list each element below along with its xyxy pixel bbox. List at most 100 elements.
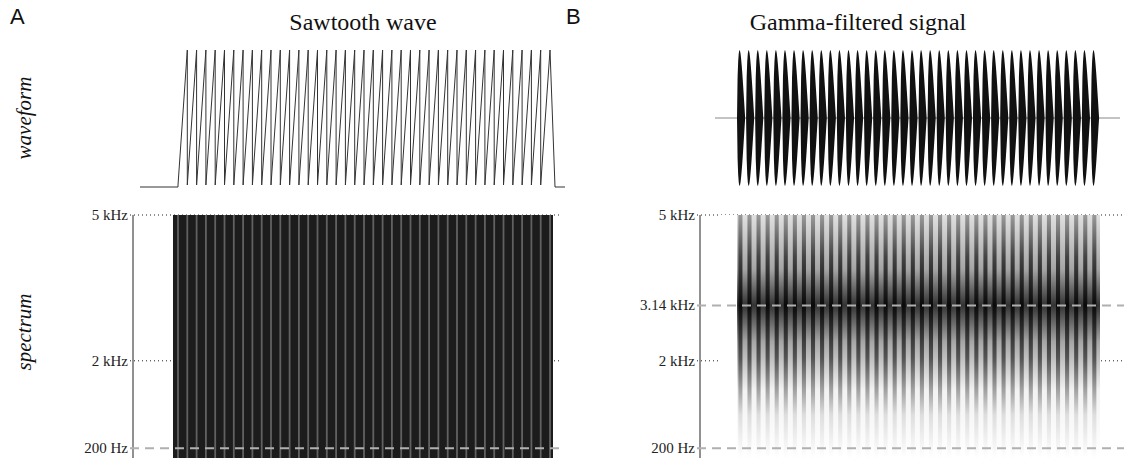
- burst: [964, 50, 972, 185]
- burst: [1055, 50, 1063, 185]
- burst: [1082, 50, 1090, 185]
- burst-stripe: [838, 215, 842, 458]
- harmonic-stripe: [447, 215, 449, 458]
- harmonic-stripe: [549, 215, 551, 458]
- spectrogram: [173, 215, 553, 458]
- marker-line: [130, 447, 560, 449]
- burst-stripe: [1047, 215, 1051, 458]
- harmonic-stripe: [233, 215, 235, 458]
- row-label: waveform: [12, 77, 36, 160]
- harmonic-stripe: [177, 215, 179, 458]
- harmonic-stripe: [317, 215, 319, 458]
- burst-stripe: [956, 215, 960, 458]
- burst: [1018, 50, 1026, 185]
- burst: [955, 50, 963, 185]
- burst: [819, 50, 827, 185]
- burst-stripe: [793, 215, 797, 458]
- harmonic-stripe: [270, 215, 272, 458]
- harmonic-stripe: [456, 215, 458, 458]
- burst: [919, 50, 927, 185]
- tick-label: 5 kHz: [659, 207, 696, 223]
- harmonic-stripe: [400, 215, 402, 458]
- burst: [973, 50, 981, 185]
- sawtooth-wave: [140, 50, 565, 187]
- tick-label: 200 Hz: [651, 440, 695, 456]
- waveform: [715, 50, 1120, 185]
- burst: [1091, 50, 1099, 185]
- harmonic-stripe: [224, 215, 226, 458]
- burst-stripe: [874, 215, 878, 458]
- burst-stripe: [965, 215, 969, 458]
- axis-line: [133, 215, 134, 458]
- tick-label: 3.14 kHz: [640, 297, 695, 313]
- tick-label: 2 kHz: [92, 353, 129, 369]
- burst: [909, 50, 917, 185]
- axis-title: spectrum: [12, 294, 36, 371]
- burst: [846, 50, 854, 185]
- burst: [1000, 50, 1008, 185]
- burst-stripe: [811, 215, 815, 458]
- harmonic-stripe: [493, 215, 495, 458]
- burst-stripe: [856, 215, 860, 458]
- burst: [891, 50, 899, 185]
- burst: [764, 50, 772, 185]
- burst: [982, 50, 990, 185]
- burst-stripe: [1083, 215, 1087, 458]
- panel-title: Gamma-filtered signal: [750, 9, 967, 35]
- burst: [855, 50, 863, 185]
- burst: [1064, 50, 1072, 185]
- burst-stripe: [920, 215, 924, 458]
- axis-line: [700, 215, 701, 458]
- burst: [782, 50, 790, 185]
- harmonic-stripe: [345, 215, 347, 458]
- burst-stripe: [1029, 215, 1033, 458]
- burst-stripe: [929, 215, 933, 458]
- harmonic-stripe: [261, 215, 263, 458]
- harmonic-stripe: [196, 215, 198, 458]
- burst-stripe: [1056, 215, 1060, 458]
- tick-label: 2 kHz: [659, 353, 696, 369]
- burst: [900, 50, 908, 185]
- burst: [873, 50, 881, 185]
- burst-stripe: [902, 215, 906, 458]
- burst-stripe: [1065, 215, 1069, 458]
- marker-lines: [697, 305, 1124, 448]
- burst: [755, 50, 763, 185]
- harmonic-stripe: [186, 215, 188, 458]
- burst-stripe: [865, 215, 869, 458]
- tick-label: 5 kHz: [92, 207, 129, 223]
- burst: [746, 50, 754, 185]
- burst-stripe: [802, 215, 806, 458]
- burst-stripe: [1002, 215, 1006, 458]
- harmonic-stripe: [307, 215, 309, 458]
- burst: [1046, 50, 1054, 185]
- burst: [928, 50, 936, 185]
- burst: [1027, 50, 1035, 185]
- burst: [1073, 50, 1081, 185]
- burst-stripe: [820, 215, 824, 458]
- burst: [864, 50, 872, 185]
- burst: [810, 50, 818, 185]
- burst: [737, 50, 745, 185]
- panel: ASawtooth wavewaveformspectrum200 Hz2 kH…: [10, 4, 565, 458]
- burst-stripe: [1011, 215, 1015, 458]
- burst: [882, 50, 890, 185]
- burst: [1036, 50, 1044, 185]
- burst: [1009, 50, 1017, 185]
- harmonic-stripe: [531, 215, 533, 458]
- burst-stripe: [893, 215, 897, 458]
- burst: [937, 50, 945, 185]
- burst: [837, 50, 845, 185]
- burst-stripe: [938, 215, 942, 458]
- burst-stripe: [738, 215, 742, 458]
- burst-stripe: [775, 215, 779, 458]
- harmonic-stripe: [335, 215, 337, 458]
- spectrogram: [720, 215, 1100, 458]
- marker-lines: [130, 448, 560, 449]
- figure: ASawtooth wavewaveformspectrum200 Hz2 kH…: [0, 0, 1130, 461]
- burst-stripe: [784, 215, 788, 458]
- harmonic-stripe: [289, 215, 291, 458]
- burst: [946, 50, 954, 185]
- spectrum-ground: [720, 215, 1100, 458]
- harmonic-stripe: [540, 215, 542, 458]
